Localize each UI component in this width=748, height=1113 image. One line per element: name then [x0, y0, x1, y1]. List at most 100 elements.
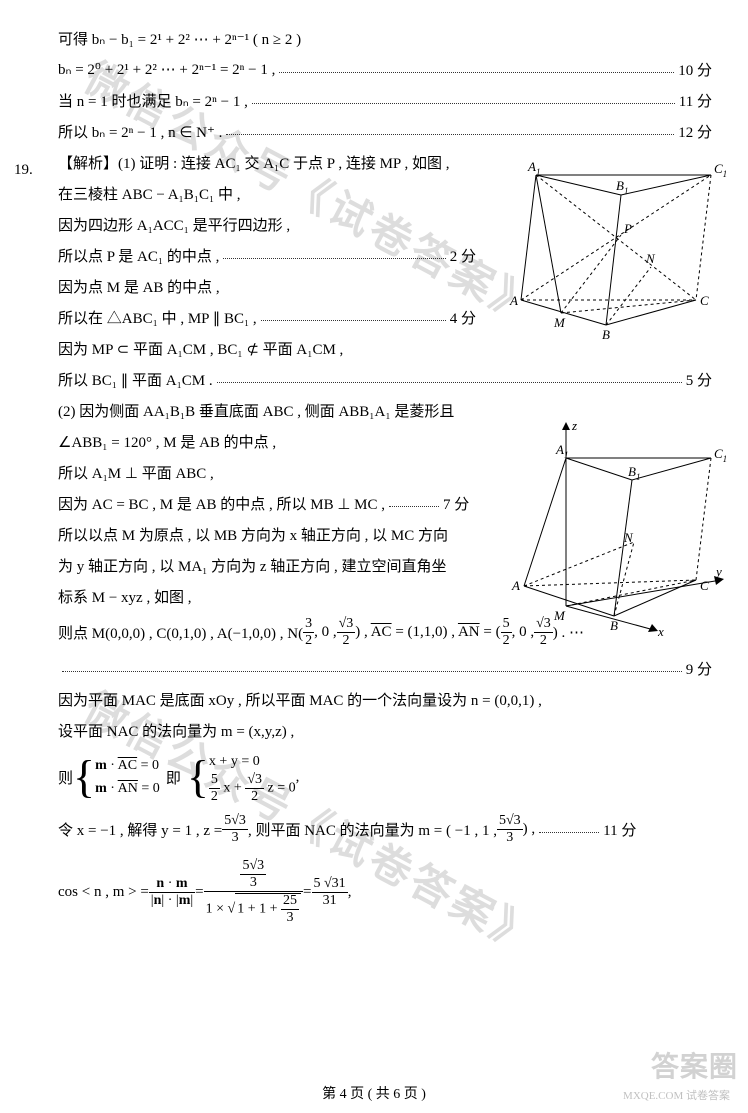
score: 5 分: [686, 369, 712, 390]
text: 所以以点 M 为原点 , 以 MB 方向为 x 轴正方向 , 以 MC 方向: [58, 524, 448, 545]
text: =: [303, 884, 311, 901]
label-B: B: [602, 327, 610, 342]
text: 因为点 M 是 AB 的中点 ,: [58, 276, 220, 297]
text: 所以点 P 是 AC₁ 的中点 ,: [58, 245, 219, 266]
score: 2 分: [450, 245, 476, 266]
top-line-1: 可得 bₙ − b₁ = 2¹ + 2² ⋯ + 2ⁿ⁻¹ ( n ≥ 2 ): [36, 28, 712, 49]
prism-diagram-2: z x y A1 B1 C1 A B C M N: [506, 418, 726, 638]
text: 设平面 NAC 的法向量为 m = (x,y,z) ,: [58, 720, 294, 741]
score: 11 分: [603, 819, 636, 840]
text: 为 y 轴正方向 , 以 MA₁ 方向为 z 轴正方向 , 建立空间直角坐: [58, 555, 447, 576]
prism-diagram-1: A1 B1 C1 A B C M N P: [506, 155, 726, 345]
text: cos < n , m > =: [58, 884, 149, 901]
score: 11 分: [679, 90, 712, 111]
text: 可得 bₙ − b₁ = 2¹ + 2² ⋯ + 2ⁿ⁻¹ ( n ≥ 2 ): [58, 28, 301, 49]
frac-5sqrt3-3: 5√33: [222, 814, 248, 845]
text: , 0 ,: [314, 624, 337, 641]
dotted-leader: [226, 125, 674, 135]
dotted-leader: [217, 373, 682, 383]
label-B1: B1: [616, 178, 628, 196]
label-C: C: [700, 578, 709, 593]
q19-l6: 所以在 △ABC₁ 中 , MP ∥ BC₁ , 4 分: [36, 307, 476, 328]
dotted-leader: [539, 823, 599, 833]
text: 在三棱柱 ABC − A₁B₁C₁ 中 ,: [58, 183, 241, 204]
q19-l16: 则 { m · AC = 0 m · AN = 0 即 { x + y = 0 …: [36, 751, 712, 804]
text: 则点 M(0,0,0) , C(0,1,0) , A(−1,0,0) , N(: [58, 622, 303, 643]
score: 4 分: [450, 307, 476, 328]
top-line-4: 所以 bₙ = 2ⁿ − 1 , n ∈ N⁺ . 12 分: [36, 121, 712, 142]
brace-icon: {: [73, 759, 95, 796]
q19-l8: 所以 BC₁ ∥ 平面 A₁CM . 5 分: [36, 369, 712, 390]
frac-big: 5√33 1 × √1 + 1 + 253: [204, 859, 303, 925]
text: ) ,: [523, 821, 536, 838]
label-A1: A1: [527, 159, 540, 177]
text: 所以 A₁M ⊥ 平面 ABC ,: [58, 462, 214, 483]
q19-l18: cos < n , m > = n · m |n| · |m| = 5√33 1…: [36, 859, 712, 925]
label-M: M: [553, 315, 566, 330]
label-x: x: [657, 624, 664, 639]
label-P: P: [623, 221, 632, 236]
score: 9 分: [686, 658, 712, 679]
label-z: z: [571, 418, 577, 433]
text: 因为平面 MAC 是底面 xOy , 所以平面 MAC 的一个法向量设为 n =…: [58, 689, 542, 710]
corner-logo: 答案圈: [651, 1045, 738, 1085]
text: ,: [348, 884, 352, 901]
text: ) , AC = (1,1,0) , AN = (: [355, 624, 500, 641]
q19-l14: 因为平面 MAC 是底面 xOy , 所以平面 MAC 的一个法向量设为 n =…: [36, 689, 712, 710]
label-A: A: [509, 293, 518, 308]
dotted-leader: [223, 249, 445, 259]
text: 因为 AC = BC , M 是 AB 的中点 , 所以 MB ⊥ MC ,: [58, 493, 385, 514]
label-C1: C1: [714, 161, 727, 179]
text: 令 x = −1 , 解得 y = 1 , z =: [58, 819, 222, 840]
text: 所以 bₙ = 2ⁿ − 1 , n ∈ N⁺ .: [58, 121, 222, 142]
q19-l17: 令 x = −1 , 解得 y = 1 , z = 5√33 , 则平面 NAC…: [36, 814, 712, 845]
question-number: 19.: [14, 162, 33, 179]
label-N: N: [623, 530, 634, 545]
text: (2) 因为侧面 AA₁B₁B 垂直底面 ABC , 侧面 ABB₁A₁ 是菱形…: [58, 400, 454, 421]
text: ,: [296, 769, 300, 786]
brace-icon: {: [187, 759, 209, 796]
dotted-leader: [389, 497, 439, 507]
text: 则: [58, 767, 73, 788]
score: 10 分: [678, 59, 712, 80]
text: =: [195, 884, 203, 901]
text: 即: [166, 767, 181, 788]
text: ∠ABB₁ = 120° , M 是 AB 的中点 ,: [58, 431, 276, 452]
top-line-2: bₙ = 2⁰ + 2¹ + 2² ⋯ + 2ⁿ⁻¹ = 2ⁿ − 1 , 10…: [36, 59, 712, 80]
frac-sqrt3-2: √32: [337, 617, 356, 648]
text: , 则平面 NAC 的法向量为 m = ( −1 , 1 ,: [248, 819, 497, 840]
q19-l15: 设平面 NAC 的法向量为 m = (x,y,z) ,: [36, 720, 712, 741]
system-right: x + y = 0 52 x + √32 z = 0: [209, 751, 296, 804]
label-C1: C1: [714, 446, 727, 464]
score: 7 分: [443, 493, 469, 514]
label-B: B: [610, 618, 618, 633]
label-A: A: [511, 578, 520, 593]
dotted-leader: [261, 311, 446, 321]
frac-nm: n · m |n| · |m|: [149, 877, 195, 908]
text: 所以在 △ABC₁ 中 , MP ∥ BC₁ ,: [58, 307, 257, 328]
text: 因为四边形 A₁ACC₁ 是平行四边形 ,: [58, 214, 290, 235]
q19-l13-score: 9 分: [36, 658, 712, 679]
q19-l4: 所以点 P 是 AC₁ 的中点 , 2 分: [36, 245, 476, 266]
dotted-leader: [279, 63, 674, 73]
frac-5sqrt3-3b: 5√33: [497, 814, 523, 845]
label-C: C: [700, 293, 709, 308]
label-N: N: [645, 251, 656, 266]
label-y: y: [714, 564, 722, 579]
text: 因为 MP ⊂ 平面 A₁CM , BC₁ ⊄ 平面 A₁CM ,: [58, 338, 343, 359]
score: 12 分: [678, 121, 712, 142]
dotted-leader: [252, 94, 675, 104]
text: 当 n = 1 时也满足 bₙ = 2ⁿ − 1 ,: [58, 90, 248, 111]
label-M: M: [553, 608, 566, 623]
text: 所以 BC₁ ∥ 平面 A₁CM .: [58, 369, 213, 390]
q19-l11: 因为 AC = BC , M 是 AB 的中点 , 所以 MB ⊥ MC , 7…: [36, 493, 506, 514]
text: bₙ = 2⁰ + 2¹ + 2² ⋯ + 2ⁿ⁻¹ = 2ⁿ − 1 ,: [58, 60, 275, 79]
text: 标系 M − xyz , 如图 ,: [58, 586, 191, 607]
top-line-3: 当 n = 1 时也满足 bₙ = 2ⁿ − 1 , 11 分: [36, 90, 712, 111]
system-left: m · AC = 0 m · AN = 0: [95, 755, 160, 800]
dotted-leader: [62, 662, 682, 672]
text: 【解析】(1) 证明 : 连接 AC₁ 交 A₁C 于点 P , 连接 MP ,…: [58, 152, 449, 173]
frac-result: 5 √31 31: [312, 877, 348, 908]
corner-sub: MXQE.COM 试卷答案: [623, 1087, 730, 1103]
frac-3-2: 32: [303, 617, 314, 648]
